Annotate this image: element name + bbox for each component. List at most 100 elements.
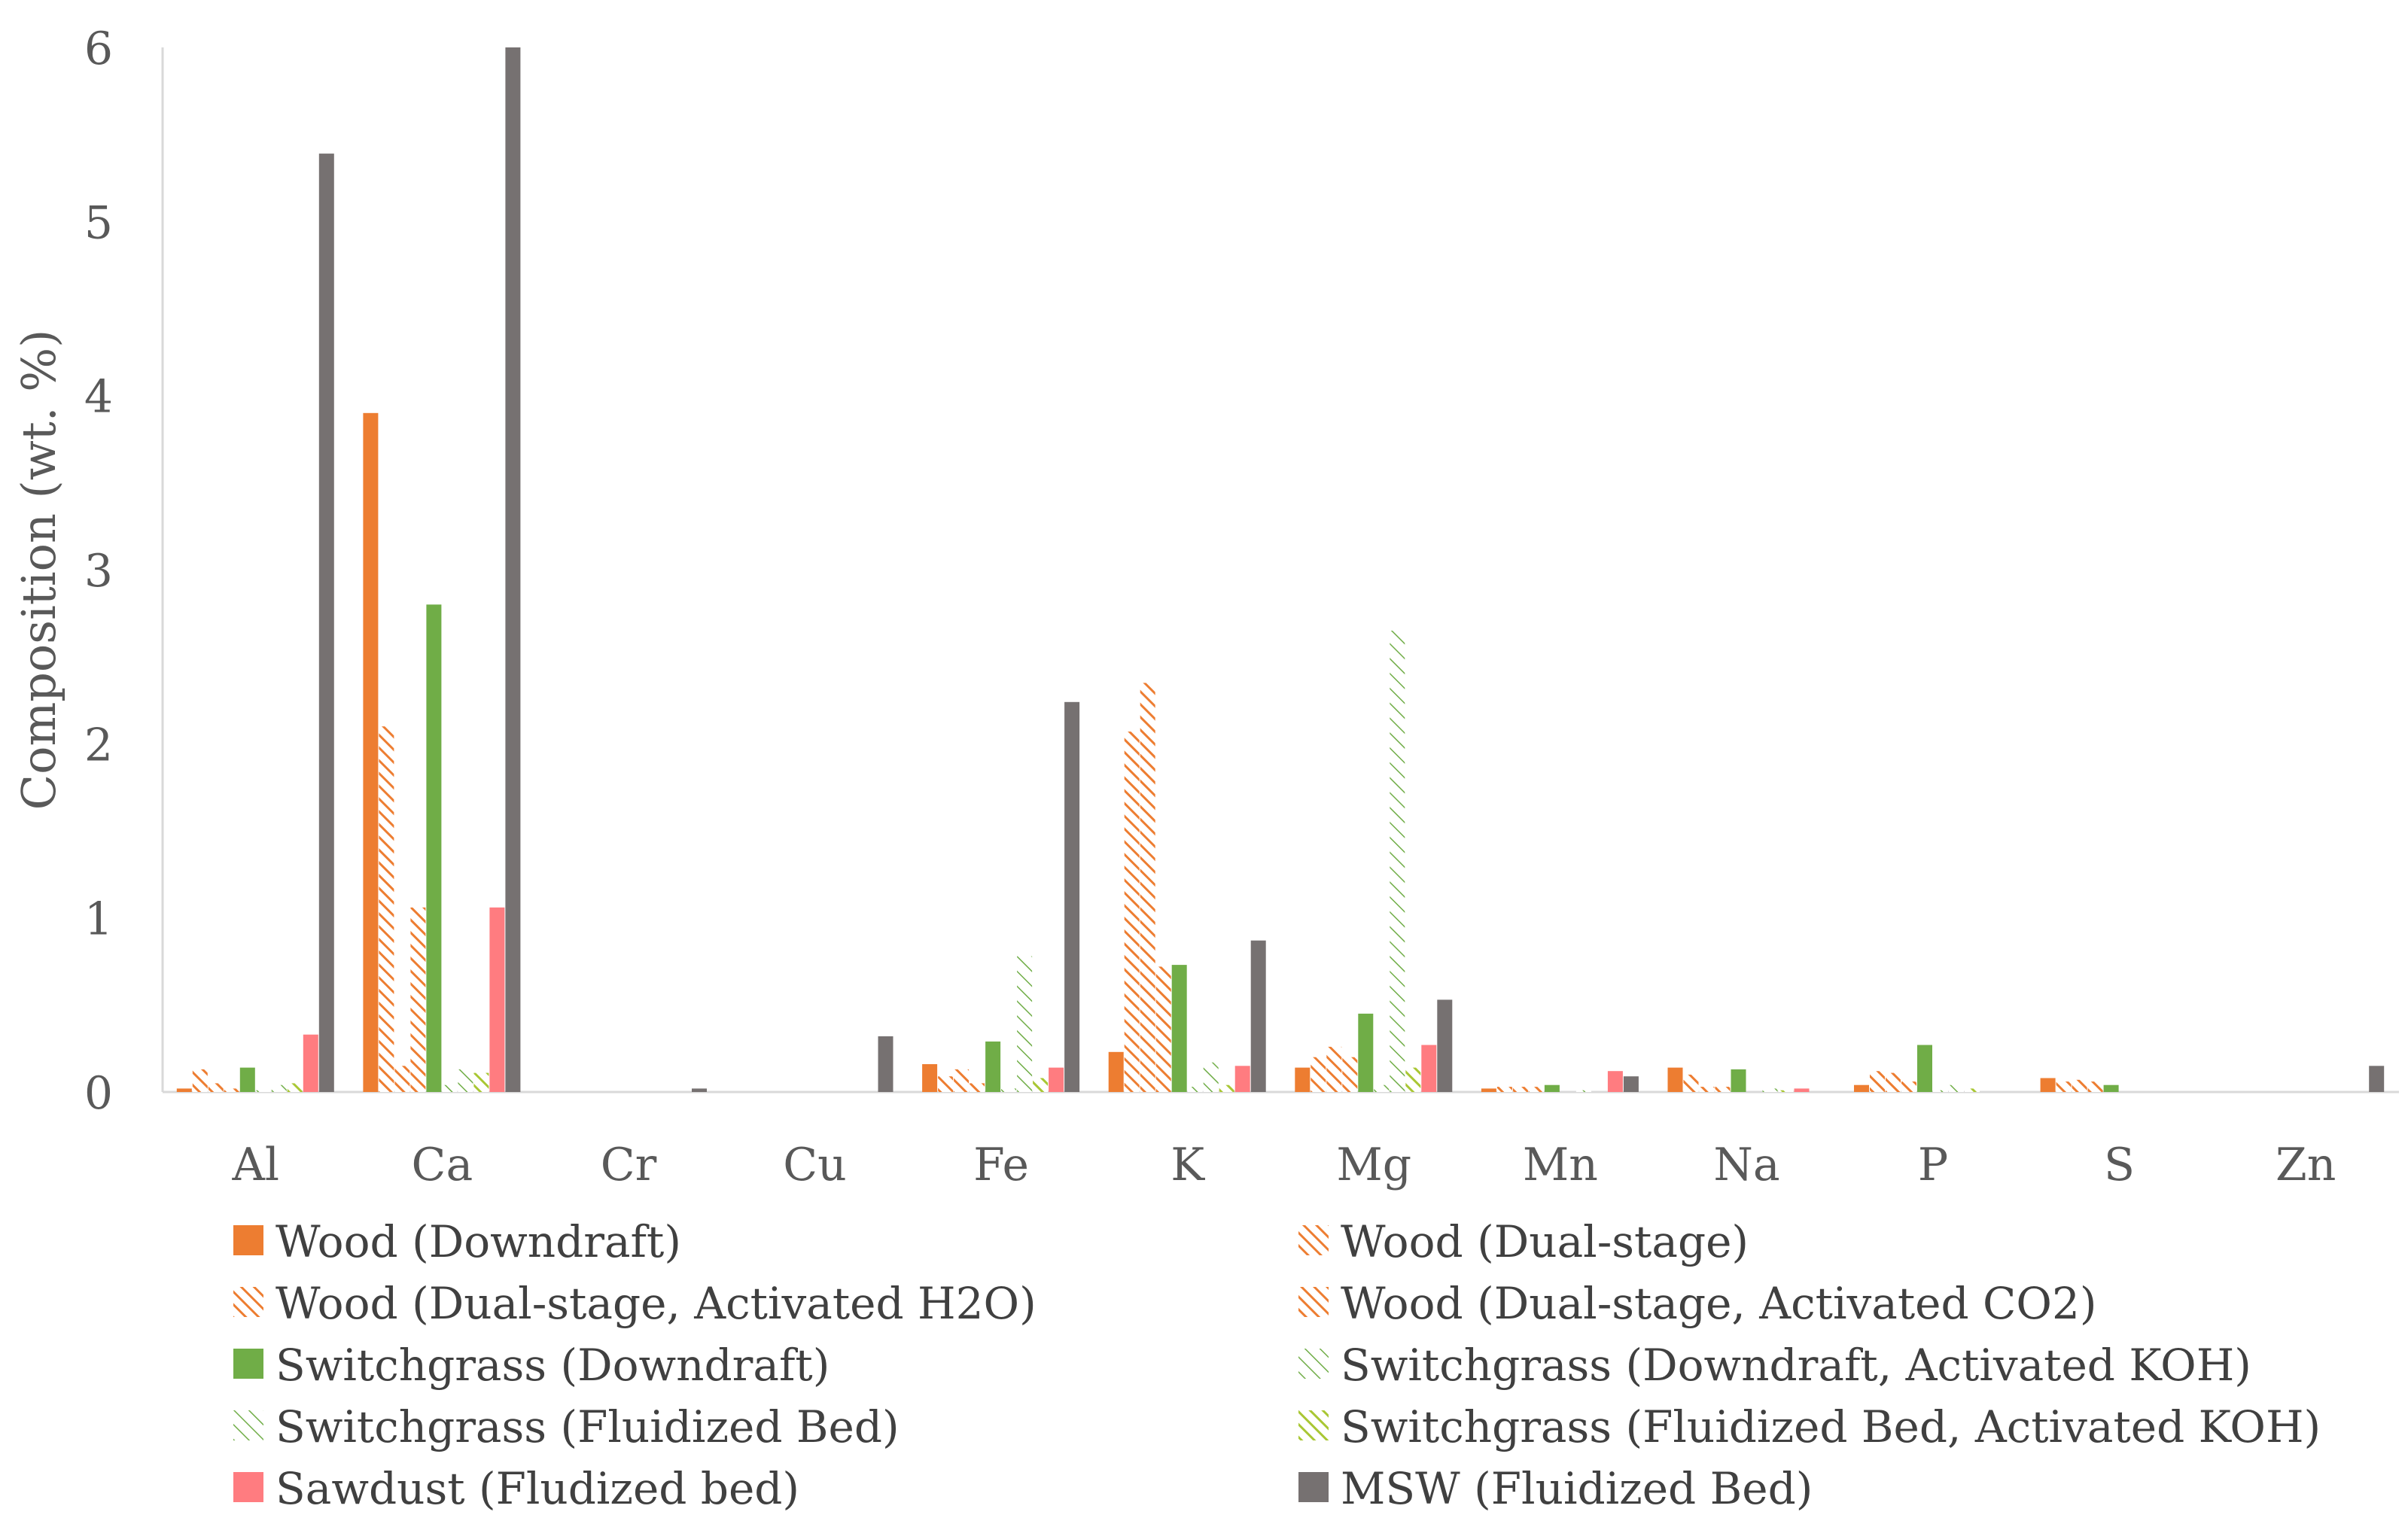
x-tick-label: K [1171, 1139, 1205, 1191]
legend-label: Wood (Dual-stage, Activated CO2) [1341, 1278, 2097, 1329]
bar-p-0 [1854, 1084, 1869, 1092]
bars [176, 47, 2385, 1093]
bar-s-2 [2072, 1079, 2087, 1092]
bar-ca-3 [410, 907, 426, 1092]
bar-mn-1 [1496, 1087, 1512, 1092]
bar-al-5 [255, 1090, 271, 1092]
y-tick-label: 5 [84, 196, 113, 249]
bar-fe-3 [970, 1083, 985, 1092]
bar-mg-4 [1358, 1013, 1374, 1092]
bar-k-1 [1124, 732, 1140, 1092]
bar-ca-8 [489, 907, 505, 1092]
legend-entry: Sawdust (Fludized bed) [233, 1463, 799, 1514]
bar-ca-1 [379, 726, 394, 1092]
bar-ca-6 [458, 1069, 473, 1092]
bar-fe-7 [1033, 1078, 1049, 1092]
y-tick-labels: 0 1 2 3 4 5 6 [84, 23, 113, 1120]
bar-mg-1 [1311, 1057, 1326, 1092]
bar-p-7 [1965, 1088, 1980, 1092]
bar-na-0 [1667, 1067, 1683, 1092]
bar-al-4 [239, 1067, 255, 1092]
legend: Wood (Downdraft) Wood (Dual-stage) Wood (D… [233, 1216, 2321, 1514]
bar-mg-2 [1326, 1046, 1342, 1092]
bar-na-7 [1778, 1090, 1794, 1092]
bar-p-3 [1901, 1081, 1916, 1092]
bar-mg-3 [1342, 1057, 1358, 1092]
bar-k-6 [1203, 1062, 1219, 1092]
bar-fe-4 [985, 1041, 1001, 1092]
bar-k-3 [1155, 966, 1171, 1092]
x-tick-label: Ca [412, 1139, 473, 1191]
bar-fe-1 [938, 1076, 954, 1092]
bar-fe-2 [954, 1069, 970, 1092]
legend-entry: Switchgrass (Fluidized Bed, Activated KO… [1298, 1401, 2321, 1452]
legend-entry: Wood (Dual-stage, Activated CO2) [1298, 1278, 2097, 1329]
legend-swatch [233, 1410, 263, 1440]
bar-ca-0 [363, 412, 379, 1092]
bar-mg-9 [1437, 999, 1453, 1092]
bar-mn-8 [1607, 1071, 1623, 1092]
bar-al-6 [271, 1084, 287, 1092]
bar-ca-4 [426, 604, 442, 1092]
x-tick-label: Al [232, 1139, 280, 1191]
bar-k-5 [1187, 1087, 1203, 1092]
bar-na-2 [1699, 1087, 1715, 1092]
bar-na-3 [1715, 1087, 1731, 1092]
bar-fe-8 [1049, 1067, 1064, 1092]
x-tick-label: Mn [1523, 1139, 1598, 1191]
legend-swatch [233, 1349, 263, 1379]
bar-na-8 [1794, 1088, 1810, 1092]
bar-na-4 [1731, 1069, 1746, 1092]
bar-cr-9 [692, 1088, 707, 1092]
legend-label: MSW (Fluidized Bed) [1341, 1463, 1813, 1514]
bar-mn-6 [1575, 1090, 1591, 1092]
x-tick-label: Cu [783, 1139, 847, 1191]
bar-mg-7 [1405, 1067, 1421, 1092]
bar-ca-5 [442, 1084, 458, 1092]
legend-swatch [1298, 1472, 1329, 1502]
bar-p-2 [1886, 1072, 1901, 1092]
legend-swatch [233, 1225, 263, 1255]
bar-fe-9 [1064, 701, 1080, 1092]
legend-swatch [1298, 1410, 1329, 1440]
bar-mn-9 [1623, 1076, 1639, 1092]
y-tick-label: 0 [84, 1067, 113, 1120]
x-tick-label: S [2104, 1139, 2135, 1191]
bar-ca-2 [394, 1066, 410, 1092]
legend-swatch [1298, 1287, 1329, 1317]
bar-al-1 [192, 1069, 208, 1092]
x-tick-label: Mg [1336, 1139, 1411, 1191]
bar-mn-3 [1528, 1087, 1544, 1092]
bar-k-8 [1234, 1066, 1250, 1092]
bar-fe-0 [922, 1064, 938, 1092]
legend-entry: MSW (Fluidized Bed) [1298, 1463, 1813, 1514]
bar-k-0 [1108, 1051, 1124, 1092]
bar-zn-9 [2369, 1066, 2385, 1092]
bar-mg-8 [1421, 1045, 1437, 1092]
bar-al-0 [176, 1088, 192, 1092]
bar-p-5 [1933, 1090, 1948, 1092]
legend-swatch [1298, 1225, 1329, 1255]
x-tick-label: P [1918, 1139, 1948, 1191]
bar-p-6 [1949, 1084, 1964, 1092]
bar-ca-9 [505, 47, 521, 1092]
bar-cu-9 [878, 1036, 893, 1092]
bar-mg-0 [1295, 1067, 1311, 1092]
y-tick-label: 6 [84, 23, 113, 75]
bar-mn-0 [1481, 1088, 1496, 1092]
y-tick-label: 2 [84, 719, 113, 771]
x-tick-labels: Al Ca Cr Cu Fe K Mg Mn Na P S Zn [232, 1139, 2336, 1191]
legend-entry: Wood (Dual-stage, Activated H2O) [233, 1278, 1037, 1329]
bar-s-3 [2087, 1081, 2103, 1092]
bar-k-4 [1171, 965, 1187, 1092]
bar-k-7 [1219, 1084, 1234, 1092]
legend-label: Switchgrass (Downdraft) [276, 1340, 830, 1391]
legend-entry: Switchgrass (Downdraft, Activated KOH) [1298, 1340, 2251, 1391]
legend-swatch [233, 1472, 263, 1502]
bar-fe-6 [1017, 956, 1033, 1092]
x-tick-label: Zn [2276, 1139, 2336, 1191]
bar-mg-6 [1390, 631, 1405, 1092]
bar-al-3 [224, 1088, 239, 1092]
x-tick-label: Na [1713, 1139, 1779, 1191]
